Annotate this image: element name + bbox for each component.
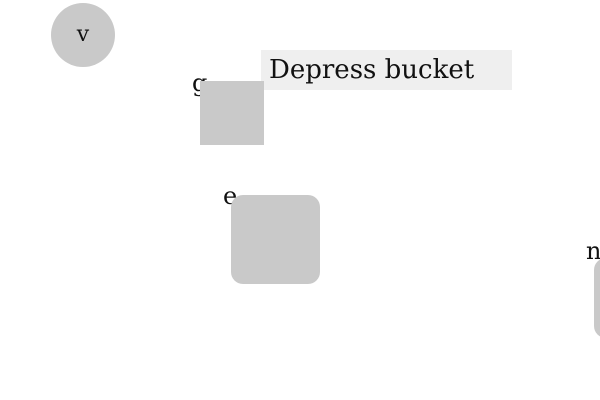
rounded-button-e[interactable] xyxy=(231,195,320,284)
square-button-g[interactable] xyxy=(200,81,264,145)
instruction-banner: Depress bucket xyxy=(261,50,512,90)
circle-button-v-label: v xyxy=(76,22,90,47)
rounded-button-n[interactable] xyxy=(594,258,600,338)
button-n-label: n xyxy=(586,237,600,265)
circle-button-v[interactable]: v xyxy=(51,3,115,67)
instruction-text: Depress bucket xyxy=(269,55,475,85)
